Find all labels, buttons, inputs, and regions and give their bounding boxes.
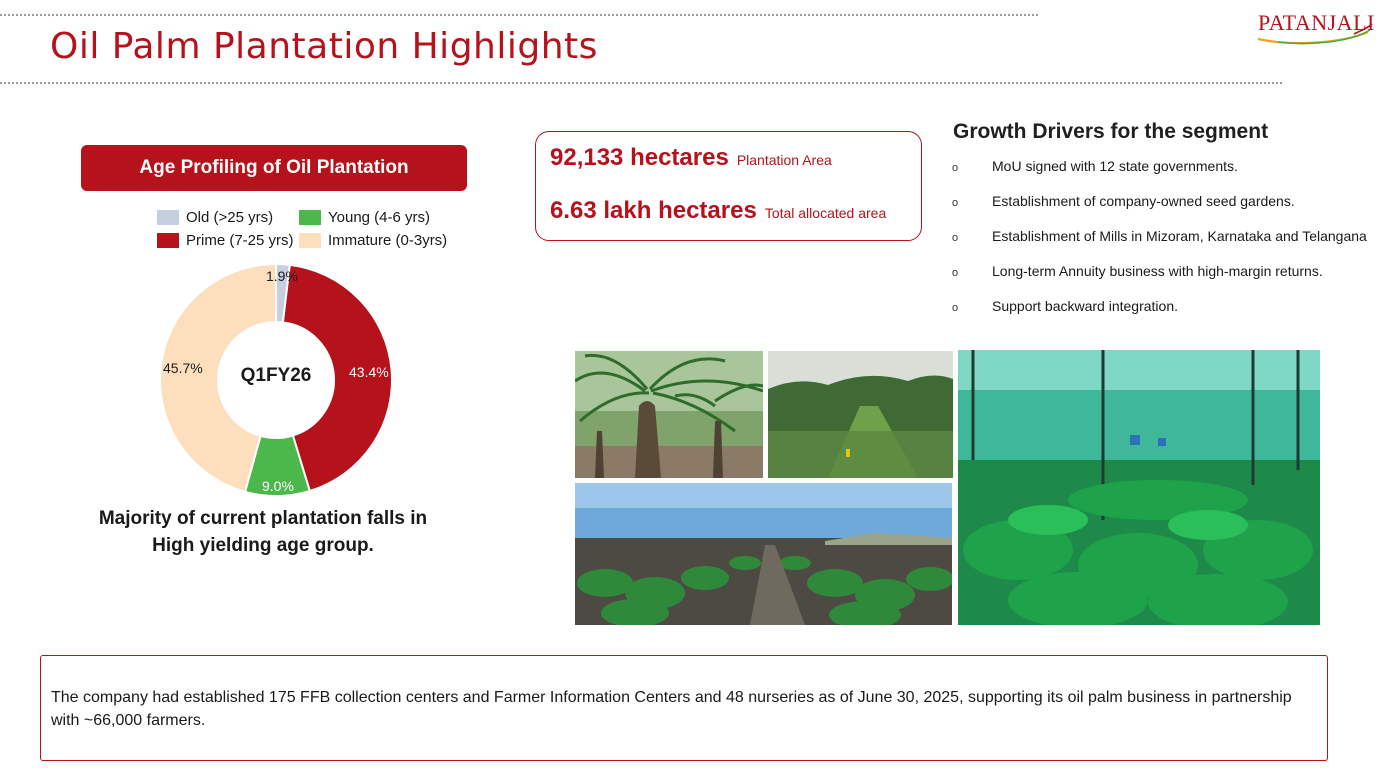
bullet-icon: o [952,267,959,279]
logo-text: PATANJALI [1258,10,1375,35]
driver-item: o Support backward integration. [952,298,1178,314]
bullet-icon: o [952,302,959,314]
nursery-field-photo [575,483,952,625]
legend-prime: Prime (7-25 yrs) [157,232,294,249]
patanjali-logo: PATANJALI [1250,6,1375,46]
slice-label-old: 1.9% [266,268,298,284]
stat-plantation-area-value: 92,133 hectares [550,144,729,171]
bullet-icon: o [952,232,959,244]
age-donut-chart [159,262,393,497]
plantation-stats-box: 92,133 hectares Plantation Area 6.63 lak… [535,131,922,241]
driver-text: Support backward integration. [992,298,1178,314]
driver-item: o Establishment of company-owned seed gar… [952,193,1295,209]
driver-text: Long-term Annuity business with high-mar… [992,263,1323,279]
slice-label-immature: 45.7% [163,360,203,376]
footer-note-box: The company had established 175 FFB coll… [40,655,1328,761]
legend-young: Young (4-6 yrs) [299,209,430,226]
legend-young-label: Young (4-6 yrs) [328,209,430,226]
driver-item: o Establishment of Mills in Mizoram, Karn… [952,228,1367,244]
legend-young-swatch [299,210,321,225]
legend-immature-swatch [299,233,321,248]
driver-text: Establishment of Mills in Mizoram, Karna… [992,228,1367,244]
stat-allocated-area: 6.63 lakh hectares Total allocated area [550,197,886,225]
legend-prime-swatch [157,233,179,248]
age-profile-header: Age Profiling of Oil Plantation [81,145,467,191]
driver-text: MoU signed with 12 state governments. [992,158,1238,174]
logo-swoosh-icon [1257,23,1373,45]
legend-prime-label: Prime (7-25 yrs) [186,232,294,249]
legend-immature-label: Immature (0-3yrs) [328,232,448,249]
title-dotted-rule [0,82,1282,84]
bullet-icon: o [952,162,959,174]
stat-plantation-area-label: Plantation Area [736,152,832,168]
bullet-icon: o [952,197,959,209]
majority-note: Majority of current plantation falls in … [98,508,428,556]
footer-note-text: The company had established 175 FFB coll… [51,689,1292,729]
top-dotted-rule [0,14,1038,16]
growth-drivers-title: Growth Drivers for the segment [953,120,1269,143]
legend-old-label: Old (>25 yrs) [186,209,274,226]
plantation-rows-photo [768,351,953,478]
palm-grove-photo [575,351,763,478]
slice-label-young: 9.0% [262,478,294,494]
slice-label-prime: 43.4% [349,364,389,380]
stat-allocated-area-value: 6.63 lakh hectares [550,197,757,224]
donut-slice-immature [159,262,277,494]
driver-item: o Long-term Annuity business with high-ma… [952,263,1323,279]
legend-old: Old (>25 yrs) [157,209,273,226]
legend-old-swatch [157,210,179,225]
donut-center-label: Q1FY26 [240,365,312,386]
stat-allocated-area-label: Total allocated area [764,205,887,221]
shade-net-nursery-photo [958,350,1320,625]
driver-text: Establishment of company-owned seed gard… [992,193,1295,209]
legend-immature: Immature (0-3yrs) [299,232,447,249]
slide-title: Oil Palm Plantation Highlights [50,26,598,67]
stat-plantation-area: 92,133 hectares Plantation Area [550,144,832,172]
donut-slice-prime [281,263,393,493]
driver-item: o MoU signed with 12 state governments. [952,158,1238,174]
